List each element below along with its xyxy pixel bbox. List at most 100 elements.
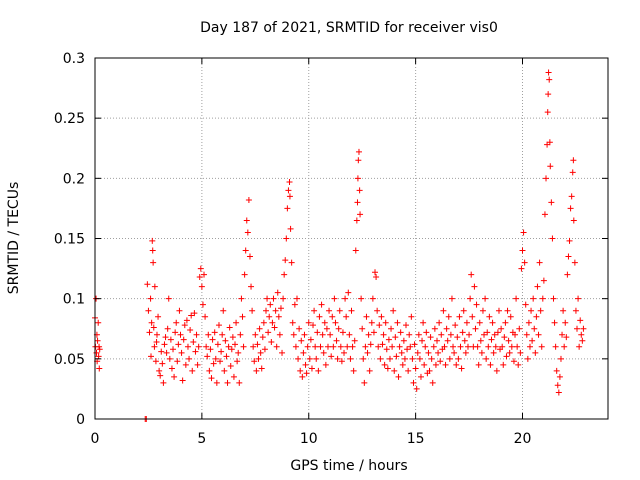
data-point: [203, 343, 210, 350]
data-point: [498, 325, 505, 332]
data-point: [170, 346, 177, 353]
data-point: [339, 329, 346, 336]
data-point: [334, 355, 341, 362]
axis-ticks: [94, 57, 608, 420]
data-point: [252, 331, 259, 338]
data-point: [446, 355, 453, 362]
data-point: [491, 331, 498, 338]
data-point: [219, 331, 226, 338]
data-point: [370, 329, 377, 336]
data-point: [277, 305, 284, 312]
data-point: [514, 343, 521, 350]
data-point: [577, 317, 584, 324]
data-point: [239, 313, 246, 320]
data-point: [432, 361, 439, 368]
data-point: [314, 329, 321, 336]
data-point: [462, 349, 469, 356]
data-point: [288, 259, 295, 266]
data-point: [495, 307, 502, 314]
data-point: [473, 301, 480, 308]
data-point: [452, 322, 459, 329]
data-point: [483, 355, 490, 362]
data-point: [359, 325, 366, 332]
data-point: [193, 331, 200, 338]
data-point: [494, 329, 501, 336]
data-point: [534, 283, 541, 290]
data-point: [512, 331, 519, 338]
data-point: [431, 325, 438, 332]
data-point: [347, 355, 354, 362]
data-point: [472, 325, 479, 332]
data-point: [450, 343, 457, 350]
data-point: [145, 307, 152, 314]
data-point: [201, 271, 208, 278]
data-point: [354, 199, 361, 206]
data-point: [426, 367, 433, 374]
data-point: [536, 259, 543, 266]
data-point: [162, 334, 169, 341]
x-tick-label: 20: [514, 431, 532, 447]
data-point: [425, 349, 432, 356]
data-point: [506, 349, 513, 356]
data-point: [561, 343, 568, 350]
data-point: [204, 353, 211, 360]
data-point: [579, 337, 586, 344]
data-point: [378, 313, 385, 320]
data-point: [232, 341, 239, 348]
data-point: [144, 281, 151, 288]
data-point: [213, 379, 220, 386]
data-point: [335, 325, 342, 332]
data-point: [237, 331, 244, 338]
data-point: [479, 307, 486, 314]
data-point: [155, 313, 162, 320]
data-point: [417, 373, 424, 380]
data-point: [373, 274, 380, 281]
data-point: [390, 307, 397, 314]
data-point: [272, 307, 279, 314]
data-point: [255, 355, 262, 362]
data-point: [254, 341, 261, 348]
y-tick-label: 0: [76, 412, 85, 428]
data-point: [344, 343, 351, 350]
data-point: [176, 307, 183, 314]
data-point: [224, 379, 231, 386]
data-point: [153, 338, 160, 345]
data-point: [151, 283, 158, 290]
data-point: [545, 69, 552, 76]
data-point: [427, 334, 434, 341]
data-point: [502, 319, 509, 326]
data-point: [156, 367, 163, 374]
data-point: [503, 353, 510, 360]
data-point: [528, 307, 535, 314]
data-point: [241, 271, 248, 278]
data-point: [356, 187, 363, 194]
data-point: [94, 337, 101, 344]
data-point: [187, 326, 194, 333]
data-point: [453, 361, 460, 368]
data-point: [198, 283, 205, 290]
data-point: [273, 343, 280, 350]
data-point: [164, 325, 171, 332]
data-point: [435, 349, 442, 356]
data-point: [336, 307, 343, 314]
data-point: [180, 336, 187, 343]
data-point: [396, 343, 403, 350]
data-point: [263, 307, 269, 314]
data-point: [385, 336, 392, 343]
data-point: [410, 379, 417, 386]
data-point: [361, 379, 368, 386]
data-point: [550, 295, 557, 302]
data-point: [234, 358, 241, 365]
data-point: [563, 334, 570, 341]
data-point: [333, 337, 340, 344]
data-point: [565, 253, 572, 260]
data-point: [369, 295, 376, 302]
data-point: [233, 319, 240, 326]
data-point: [420, 319, 427, 326]
data-point: [327, 331, 334, 338]
data-point: [440, 307, 447, 314]
data-point: [291, 301, 298, 308]
data-point: [173, 319, 180, 326]
data-point: [259, 334, 266, 341]
data-point: [331, 295, 338, 302]
